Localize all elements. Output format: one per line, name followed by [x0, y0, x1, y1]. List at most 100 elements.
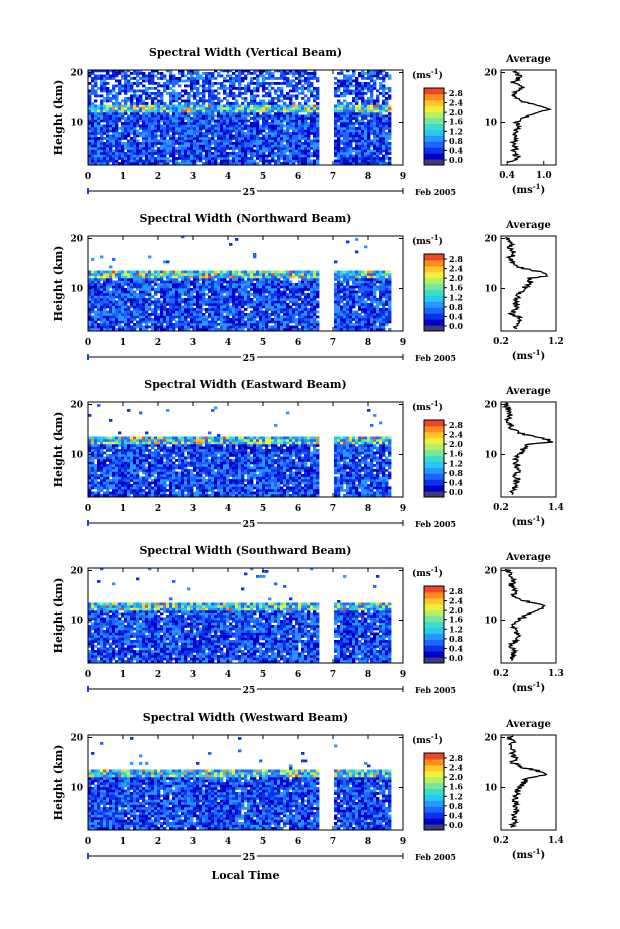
heatmap-cell [292, 325, 296, 329]
heatmap-cell [289, 69, 293, 73]
heatmap-cell [241, 122, 245, 125]
heatmap-cell [151, 149, 155, 153]
heatmap-cell [286, 114, 290, 118]
heatmap-cell [259, 157, 263, 160]
colorbar-tick-label: 2.8 [449, 88, 463, 98]
heatmap-cell [223, 89, 227, 93]
heatmap-cell [253, 94, 257, 98]
heatmap-cell [292, 308, 296, 311]
heatmap-cell [127, 97, 131, 100]
heatmap-cell [274, 112, 278, 115]
heatmap-cell [316, 142, 320, 145]
heatmap-cell [115, 280, 119, 284]
heatmap-cell [238, 280, 242, 284]
heatmap-cell [295, 313, 299, 316]
heatmap-cell [268, 142, 272, 145]
heatmap-cell [238, 92, 242, 95]
heatmap-cell [97, 129, 101, 133]
heatmap-cell [115, 154, 119, 158]
heatmap-cell [340, 127, 344, 130]
heatmap-cell [151, 152, 155, 155]
heatmap-cell [157, 270, 161, 274]
heatmap-cell [265, 295, 269, 299]
heatmap-cell [271, 104, 275, 108]
heatmap-cell [226, 104, 230, 108]
heatmap-cell [280, 280, 284, 284]
heatmap-cell [340, 152, 344, 155]
heatmap-cell [205, 127, 209, 130]
heatmap-cell [370, 94, 374, 98]
heatmap-cell [226, 300, 230, 304]
heatmap-cell [193, 97, 197, 100]
heatmap-cell [250, 132, 254, 135]
heatmap-cell [109, 305, 113, 309]
heatmap-cell [346, 134, 350, 138]
heatmap-cell [127, 119, 131, 123]
heatmap-cell [130, 303, 134, 306]
heatmap-cell [277, 129, 281, 133]
heatmap-cell [229, 82, 233, 85]
heatmap-cell [130, 149, 134, 153]
heatmap-cell [247, 129, 251, 133]
heatmap-cell [88, 154, 92, 158]
heatmap-cell [265, 313, 269, 316]
heatmap-cell [157, 328, 161, 331]
heatmap-cell [367, 107, 371, 110]
heatmap-cell [256, 152, 260, 155]
heatmap-cell [184, 162, 188, 165]
heatmap-cell [163, 82, 167, 85]
heatmap-cell [91, 295, 95, 299]
heatmap-cell [157, 288, 161, 291]
heatmap-cell [133, 119, 137, 123]
heatmap-cell [388, 77, 392, 80]
heatmap-cell [127, 285, 131, 289]
heatmap-cell [304, 137, 308, 140]
heatmap-cell [310, 323, 314, 326]
heatmap-cell [241, 305, 245, 309]
heatmap-cell [346, 308, 350, 311]
heatmap-cell [235, 275, 239, 279]
heatmap-cell [289, 104, 293, 108]
heatmap-cell [133, 122, 137, 125]
heatmap-cell [88, 82, 92, 85]
heatmap-cell [139, 273, 143, 276]
heatmap-cell [235, 142, 239, 145]
heatmap-cell [226, 109, 230, 113]
heatmap-cell [178, 273, 182, 276]
heatmap-cell [169, 137, 173, 140]
heatmap-cell [253, 295, 257, 299]
heatmap-cell [361, 99, 365, 103]
heatmap-cell [268, 303, 272, 306]
heatmap-cell [274, 273, 278, 276]
heatmap-cell [196, 313, 200, 316]
heatmap-cell [202, 89, 206, 93]
heatmap-cell [334, 134, 338, 138]
heatmap-cell [214, 119, 218, 123]
heatmap-cell [301, 134, 305, 138]
heatmap-cell [163, 77, 167, 80]
heatmap-cell [124, 295, 128, 299]
heatmap-cell [103, 318, 107, 321]
heatmap-cell [271, 280, 275, 284]
heatmap-cell [202, 109, 206, 113]
heatmap-cell [217, 154, 221, 158]
heatmap-cell [268, 149, 272, 153]
heatmap-cell [163, 303, 167, 306]
heatmap-cell [211, 154, 215, 158]
heatmap-cell [355, 114, 359, 118]
heatmap-cell [307, 79, 311, 83]
heatmap-cell [235, 157, 239, 160]
heatmap-cell [268, 114, 272, 118]
average-unit-exp: -1 [533, 182, 541, 191]
heatmap-cell [100, 119, 104, 123]
heatmap-cell [229, 162, 233, 165]
heatmap-cell [178, 117, 182, 120]
heatmap-cell [94, 303, 98, 306]
heatmap-cell [226, 152, 230, 155]
heatmap-cell [376, 72, 380, 75]
heatmap-cell [283, 137, 287, 140]
heatmap-cell [340, 147, 344, 150]
heatmap-cell [349, 109, 353, 113]
heatmap-cell [196, 92, 200, 95]
heatmap-cell [376, 109, 380, 113]
